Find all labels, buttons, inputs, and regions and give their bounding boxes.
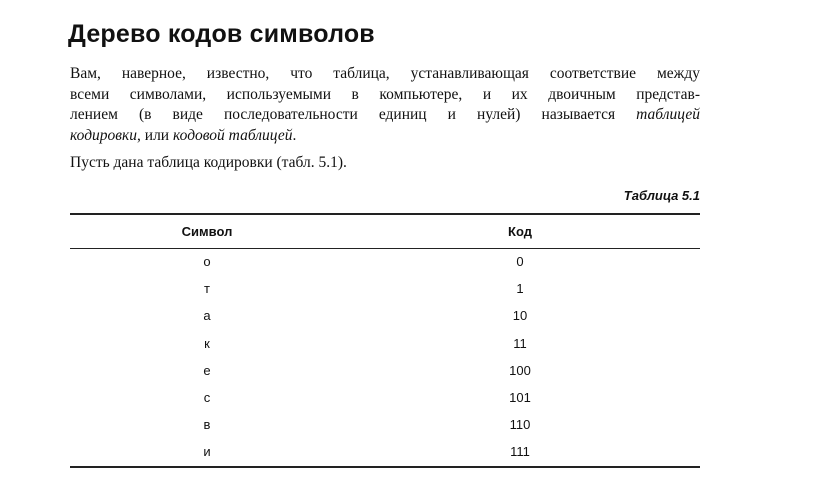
symbol-cell: и [203, 444, 211, 460]
code-cell: 100 [509, 362, 531, 378]
table-intro-paragraph: Пусть дана таблица кодировки (табл. 5.1)… [70, 154, 347, 171]
section-title: Дерево кодов символов [68, 20, 375, 48]
symbol-cell: с [203, 390, 211, 405]
code-cell: 101 [509, 390, 531, 405]
table-caption: Таблица 5.1 [623, 188, 700, 203]
code-cell: 11 [513, 335, 527, 351]
paragraph-line: лением (в виде последовательности единиц… [70, 106, 700, 123]
column-header-symbol: Символ [181, 224, 233, 239]
symbol-cell: а [203, 308, 211, 324]
intro-paragraph: Вам, наверное, известно, что таблица, ус… [70, 64, 700, 146]
symbol-cell: е [203, 362, 211, 378]
table-header-rule [70, 248, 700, 249]
paragraph-line: кодировки, или кодовой таблицей. [70, 126, 297, 144]
symbol-cell: т [204, 281, 210, 297]
table-bottom-rule [70, 466, 700, 468]
code-cell: 0 [516, 254, 524, 269]
table-top-rule [70, 213, 700, 215]
term-italic: таблицей [636, 106, 700, 123]
code-cell: 1 [516, 281, 524, 297]
column-header-code: Код [508, 224, 532, 239]
term-italic: кодовой таблицей [172, 126, 293, 144]
code-cell: 111 [510, 444, 530, 460]
code-cell: 110 [509, 417, 531, 433]
paragraph-line: всеми символами, используемыми в компьют… [70, 85, 700, 103]
symbol-cell: в [203, 417, 211, 433]
term-italic: кодировки [70, 126, 138, 144]
symbol-cell: к [204, 335, 210, 351]
paragraph-line: Вам, наверное, известно, что таблица, ус… [70, 65, 700, 82]
symbol-cell: о [203, 254, 211, 269]
code-cell: 10 [512, 308, 528, 324]
